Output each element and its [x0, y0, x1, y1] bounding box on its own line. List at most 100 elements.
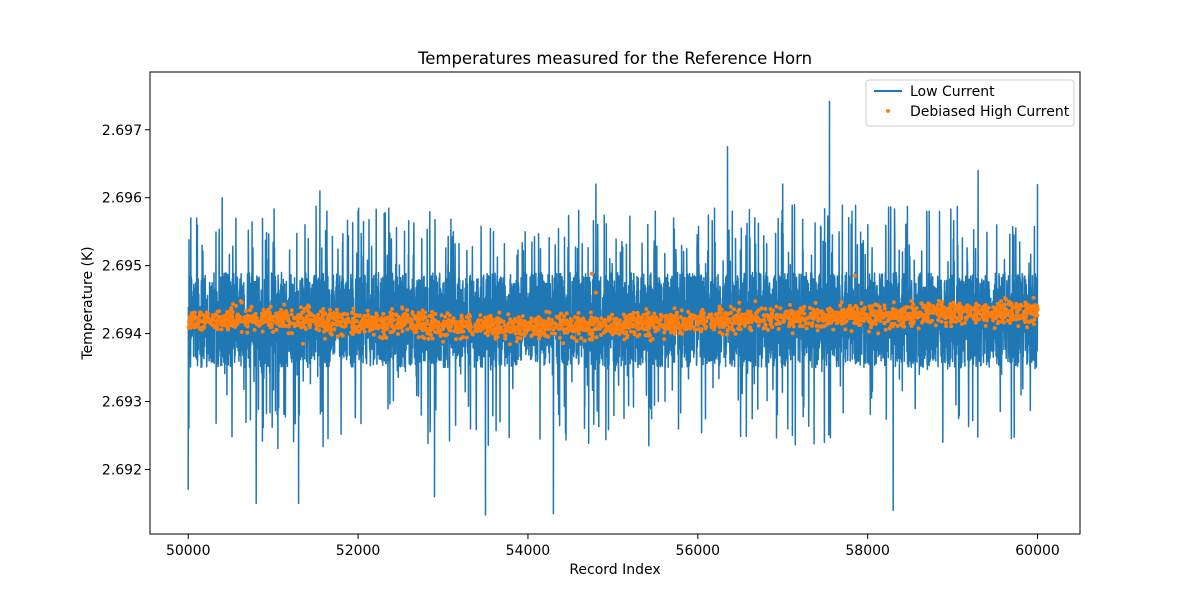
- scatter-point: [951, 319, 955, 324]
- scatter-point: [815, 328, 820, 333]
- scatter-point: [493, 321, 498, 326]
- scatter-point: [899, 313, 904, 318]
- scatter-point: [362, 329, 367, 334]
- scatter-point: [1005, 312, 1010, 317]
- scatter-point: [963, 315, 968, 320]
- scatter-point: [813, 300, 818, 305]
- scatter-point: [592, 319, 597, 324]
- scatter-point: [478, 328, 483, 333]
- y-tick-label: 2.695: [102, 259, 142, 275]
- scatter-point: [993, 307, 998, 312]
- scatter-point: [446, 318, 451, 323]
- scatter-point: [658, 312, 663, 317]
- scatter-point: [745, 318, 750, 323]
- scatter-point: [426, 336, 431, 341]
- scatter-point: [792, 313, 797, 318]
- scatter-point: [576, 311, 581, 315]
- scatter-point: [999, 315, 1004, 320]
- x-tick-label: 52000: [336, 543, 381, 559]
- scatter-point: [788, 302, 793, 307]
- scatter-point: [646, 331, 651, 336]
- scatter-point: [951, 300, 956, 305]
- scatter-point: [388, 330, 393, 335]
- scatter-point: [872, 309, 877, 314]
- scatter-point: [643, 333, 648, 338]
- scatter-point: [867, 304, 872, 309]
- scatter-point: [554, 315, 559, 319]
- scatter-point: [547, 310, 552, 315]
- scatter-point: [260, 321, 265, 326]
- scatter-point: [482, 320, 486, 325]
- scatter-point: [629, 318, 633, 323]
- scatter-point: [939, 306, 944, 311]
- scatter-point: [969, 305, 974, 310]
- scatter-point: [561, 314, 566, 319]
- scatter-point: [865, 315, 870, 320]
- scatter-point: [984, 316, 989, 321]
- scatter-point: [749, 320, 754, 325]
- scatter-point: [875, 313, 880, 318]
- scatter-point: [680, 331, 685, 336]
- scatter-point: [761, 317, 766, 322]
- scatter-point: [858, 322, 863, 327]
- scatter-point: [817, 317, 822, 322]
- scatter-point: [1022, 309, 1027, 314]
- scatter-point: [443, 314, 448, 319]
- scatter-point: [997, 303, 1002, 308]
- scatter-point: [759, 306, 764, 311]
- scatter-point: [855, 309, 860, 314]
- scatter-point: [433, 321, 438, 326]
- scatter-point: [821, 324, 826, 329]
- scatter-point: [700, 307, 705, 312]
- scatter-point: [825, 315, 830, 320]
- scatter-point: [497, 310, 502, 315]
- scatter-point: [282, 313, 287, 318]
- scatter-point: [186, 325, 191, 330]
- scatter-point: [774, 312, 779, 317]
- scatter-point: [574, 339, 579, 343]
- scatter-point: [814, 323, 819, 328]
- scatter-point: [885, 319, 890, 324]
- scatter-point: [377, 323, 381, 328]
- scatter-point: [390, 307, 395, 311]
- scatter-point: [948, 303, 953, 308]
- scatter-point: [374, 311, 379, 316]
- scatter-point: [204, 314, 209, 319]
- scatter-point: [438, 333, 443, 338]
- x-tick-label: 50000: [166, 543, 211, 559]
- scatter-point: [187, 321, 192, 326]
- scatter-point: [662, 337, 667, 342]
- scatter-point: [834, 310, 839, 315]
- scatter-point: [541, 319, 546, 323]
- scatter-point: [391, 317, 396, 322]
- scatter-point: [435, 325, 440, 330]
- scatter-point: [1010, 305, 1015, 310]
- scatter-point: [327, 323, 332, 328]
- scatter-point: [219, 327, 224, 332]
- scatter-point: [190, 317, 195, 322]
- scatter-point: [416, 310, 421, 315]
- scatter-point: [873, 302, 878, 307]
- scatter-point: [237, 314, 242, 319]
- x-tick-label: 58000: [845, 543, 890, 559]
- scatter-point: [454, 325, 459, 330]
- scatter-point: [328, 307, 332, 312]
- scatter-point: [949, 324, 954, 329]
- scatter-point: [684, 322, 689, 327]
- scatter-point: [882, 306, 887, 311]
- scatter-point: [244, 319, 249, 324]
- scatter-point: [486, 333, 490, 338]
- scatter-point: [1031, 312, 1036, 317]
- scatter-point: [430, 336, 435, 341]
- scatter-point: [672, 326, 677, 331]
- scatter-point: [693, 315, 698, 320]
- scatter-point: [778, 306, 783, 311]
- scatter-point: [582, 338, 587, 343]
- scatter-point: [546, 316, 551, 321]
- scatter-point: [933, 323, 938, 328]
- scatter-point: [798, 320, 803, 324]
- scatter-point: [326, 318, 330, 323]
- scatter-point: [763, 322, 768, 327]
- scatter-point: [260, 329, 265, 334]
- scatter-point: [467, 312, 472, 317]
